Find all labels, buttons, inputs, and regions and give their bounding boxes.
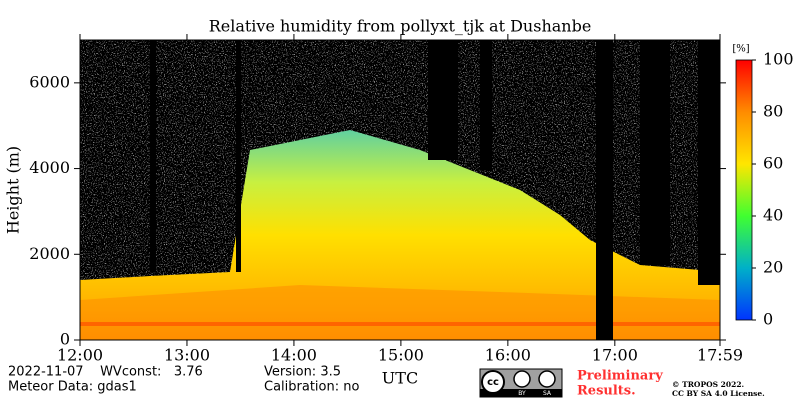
footer-line: Meteor Data: gdas1 xyxy=(8,380,137,395)
x-tick-label: 13:00 xyxy=(164,346,210,365)
footer-line: 2022-11-07 WVconst: 3.76 xyxy=(8,365,203,380)
colorbar-tick-label: 0 xyxy=(763,310,773,329)
chart-title: Relative humidity from pollyxt_tjk at Du… xyxy=(209,17,592,36)
heatmap xyxy=(80,40,720,340)
colorbar-label: [%] xyxy=(732,44,749,55)
colorbar-tick-label: 100 xyxy=(763,50,794,69)
y-tick-label: 2000 xyxy=(29,244,70,263)
colorbar xyxy=(735,59,753,321)
y-tick-label: 0 xyxy=(60,330,70,349)
y-tick-label: 4000 xyxy=(29,158,70,177)
x-axis-label: UTC xyxy=(382,369,418,388)
badge-text: SA xyxy=(543,390,552,397)
x-tick-label: 14:00 xyxy=(271,346,317,365)
preliminary-note: Preliminary xyxy=(577,369,663,384)
copyright: CC BY SA 4.0 License. xyxy=(672,389,765,398)
y-axis-label: Height (m) xyxy=(4,146,23,234)
x-tick-label: 16:00 xyxy=(485,346,531,365)
x-tick-label: 17:00 xyxy=(592,346,638,365)
plot-frame xyxy=(79,39,721,341)
footer-line: Version: 3.5 xyxy=(264,365,341,380)
x-tick-label: 17:59 xyxy=(697,346,743,365)
copyright: © TROPOS 2022. xyxy=(672,380,744,389)
footer-line: Calibration: no xyxy=(264,380,359,395)
badge-text: cc xyxy=(487,377,499,388)
x-tick-label: 15:00 xyxy=(378,346,424,365)
x-tick-label: 12:00 xyxy=(57,346,103,365)
footer: 2022-11-07 WVconst: 3.76 Meteor Data: gd… xyxy=(8,365,765,399)
preliminary-note: Results. xyxy=(577,384,636,399)
colorbar-tick-label: 80 xyxy=(763,102,783,121)
colorbar-tick-label: 40 xyxy=(763,206,783,225)
colorbar-tick-label: 60 xyxy=(763,154,783,173)
colorbar-tick-label: 20 xyxy=(763,258,783,277)
badge-text: BY xyxy=(518,390,526,397)
y-tick-label: 6000 xyxy=(29,72,70,91)
